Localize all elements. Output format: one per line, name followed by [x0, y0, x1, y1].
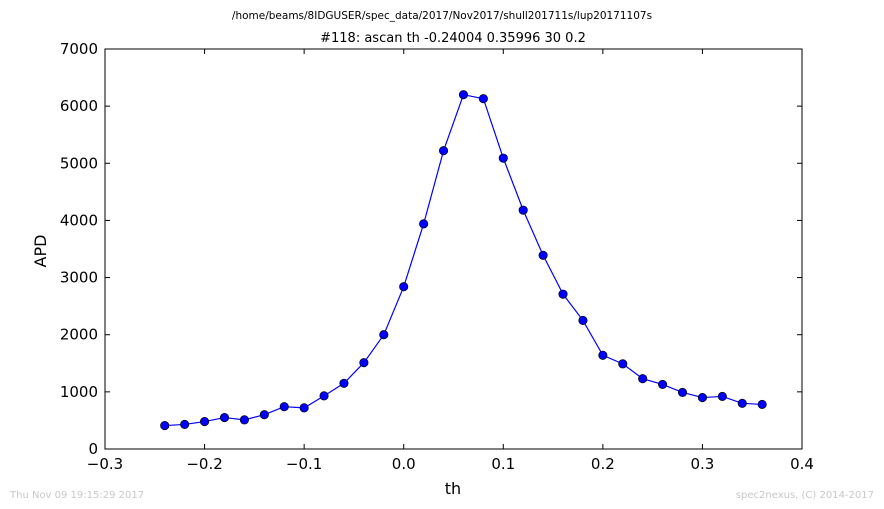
timestamp-footer: Thu Nov 09 19:15:29 2017	[9, 490, 144, 501]
x-tick-label: −0.1	[286, 455, 322, 473]
data-point	[737, 398, 747, 408]
data-point	[180, 419, 190, 429]
axis-ticks: −0.3 −0.2 −0.1 0.0 0.1 0.2 0.3 0.4 0 1000 2000 3000…	[60, 40, 814, 473]
series-line	[164, 94, 763, 427]
x-tick-label: 0.0	[392, 455, 416, 473]
data-point	[259, 410, 269, 420]
data-point	[598, 350, 608, 360]
data-point	[578, 315, 588, 325]
y-tick-label: 5000	[60, 154, 98, 172]
x-tick-label: 0.1	[491, 455, 515, 473]
data-point	[757, 399, 767, 409]
x-tick-label: −0.2	[186, 455, 222, 473]
y-tick-label: 1000	[60, 383, 98, 401]
data-point	[399, 282, 409, 292]
data-point	[200, 417, 210, 427]
data-point	[498, 153, 508, 163]
data-point	[478, 94, 488, 104]
series-layer	[160, 90, 767, 431]
data-point	[518, 205, 528, 215]
data-point	[379, 330, 389, 340]
x-tick-label: −0.3	[87, 455, 123, 473]
x-tick-label: 0.2	[591, 455, 615, 473]
data-point	[239, 415, 249, 425]
y-tick-label: 7000	[60, 40, 98, 58]
data-point	[339, 378, 349, 388]
data-point	[319, 391, 329, 401]
x-tick-label: 0.3	[690, 455, 714, 473]
data-point	[697, 393, 707, 403]
data-point	[438, 146, 449, 156]
data-point	[279, 402, 289, 412]
y-tick-label: 4000	[60, 211, 98, 229]
data-point	[717, 391, 727, 401]
data-point	[558, 289, 568, 299]
data-point	[419, 219, 429, 229]
axes-frame	[104, 48, 803, 450]
data-point	[618, 359, 628, 369]
y-tick-label: 6000	[60, 97, 98, 115]
data-point	[638, 374, 648, 384]
data-point	[219, 413, 230, 423]
data-point	[658, 379, 668, 389]
data-point	[160, 421, 170, 431]
y-tick-label: 3000	[60, 269, 98, 287]
data-point	[299, 403, 309, 413]
y-axis-label: APD	[31, 235, 50, 268]
data-point	[458, 90, 469, 100]
credit-footer: spec2nexus, (C) 2014-2017	[736, 490, 874, 501]
y-tick-label: 2000	[60, 326, 98, 344]
data-point	[677, 387, 688, 397]
x-tick-label: 0.4	[790, 455, 814, 473]
data-point	[538, 250, 548, 260]
y-tick-label: 0	[88, 440, 98, 458]
data-point	[359, 358, 369, 368]
figure-suptitle: /home/beams/8IDGUSER/spec_data/2017/Nov2…	[232, 10, 652, 22]
chart-title: #118: ascan th -0.24004 0.35996 30 0.2	[320, 31, 586, 46]
x-axis-label: th	[445, 479, 461, 498]
plot-area: −0.3 −0.2 −0.1 0.0 0.1 0.2 0.3 0.4 0 1000 2000 3000…	[60, 40, 814, 473]
